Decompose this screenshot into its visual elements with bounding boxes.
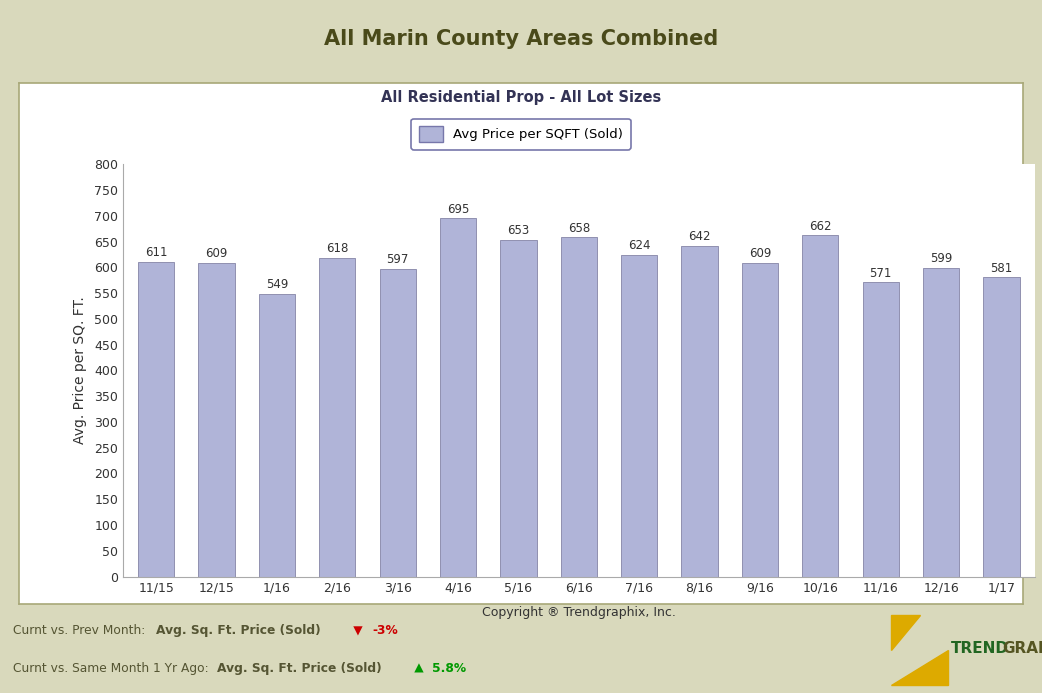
Text: 618: 618 [326, 243, 348, 256]
Text: 581: 581 [990, 261, 1013, 274]
Text: 624: 624 [628, 239, 650, 252]
Text: Curnt vs. Prev Month:: Curnt vs. Prev Month: [13, 624, 149, 638]
Bar [319, 258, 355, 577]
Text: All Residential Prop - All Lot Sizes: All Residential Prop - All Lot Sizes [381, 90, 661, 105]
Bar [621, 255, 658, 577]
Text: ▼: ▼ [349, 624, 363, 638]
Text: TREND: TREND [951, 641, 1010, 656]
Text: 597: 597 [387, 254, 408, 266]
Text: 662: 662 [809, 220, 832, 233]
Bar [138, 262, 174, 577]
Text: 599: 599 [929, 252, 952, 265]
Text: 658: 658 [568, 222, 590, 235]
Bar [681, 246, 718, 577]
Text: 609: 609 [205, 247, 228, 260]
Text: 549: 549 [266, 278, 289, 291]
Text: ▲: ▲ [410, 662, 423, 675]
Text: 642: 642 [689, 230, 711, 243]
Text: -3%: -3% [372, 624, 398, 638]
Bar [742, 263, 778, 577]
Bar [863, 282, 899, 577]
Text: 609: 609 [749, 247, 771, 260]
Bar [379, 269, 416, 577]
Text: 571: 571 [869, 267, 892, 280]
Polygon shape [891, 650, 948, 685]
Bar [258, 294, 295, 577]
Bar [984, 277, 1020, 577]
Text: 695: 695 [447, 203, 469, 216]
Legend: Avg Price per SQFT (Sold): Avg Price per SQFT (Sold) [411, 119, 631, 150]
Bar [923, 267, 960, 577]
Bar [561, 238, 597, 577]
Text: Avg. Sq. Ft. Price (Sold): Avg. Sq. Ft. Price (Sold) [156, 624, 321, 638]
Text: Avg. Sq. Ft. Price (Sold): Avg. Sq. Ft. Price (Sold) [217, 662, 381, 675]
X-axis label: Copyright ® Trendgraphix, Inc.: Copyright ® Trendgraphix, Inc. [481, 606, 676, 619]
Y-axis label: Avg. Price per SQ. FT.: Avg. Price per SQ. FT. [73, 297, 88, 444]
Text: 653: 653 [507, 225, 529, 238]
Text: All Marin County Areas Combined: All Marin County Areas Combined [324, 29, 718, 49]
Bar [440, 218, 476, 577]
Text: GRAPHIX: GRAPHIX [1002, 641, 1042, 656]
Text: 5.8%: 5.8% [432, 662, 467, 675]
Bar [802, 236, 839, 577]
Polygon shape [891, 615, 920, 650]
Bar [198, 263, 234, 577]
Text: Curnt vs. Same Month 1 Yr Ago:: Curnt vs. Same Month 1 Yr Ago: [13, 662, 212, 675]
Text: 611: 611 [145, 246, 168, 259]
Bar [500, 240, 537, 577]
